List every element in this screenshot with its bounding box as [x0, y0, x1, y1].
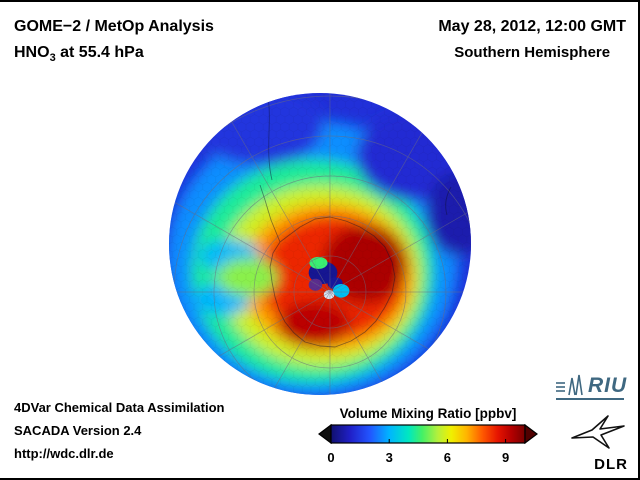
riu-logo-row: RIU — [556, 374, 628, 396]
hemisphere-map — [168, 92, 472, 396]
colorbar-tick-label: 9 — [501, 450, 510, 465]
edge-coastline — [445, 186, 452, 216]
colorbar-tick-label: 6 — [443, 450, 452, 465]
credits-block: 4DVar Chemical Data Assimilation SACADA … — [14, 396, 225, 465]
colorbar-tick-labels: 0 3 6 9 — [318, 450, 538, 466]
version-label: SACADA Version 2.4 — [14, 423, 142, 438]
dlr-logo-text: DLR — [594, 456, 628, 473]
colorbar-tick-label: 0 — [327, 450, 335, 465]
riu-logo: RIU — [556, 374, 628, 400]
dlr-logo: DLR — [566, 413, 628, 473]
colorbar-label: Volume Mixing Ratio [ppbv] — [339, 406, 517, 421]
colorbar-tick-label: 3 — [385, 450, 393, 465]
coastlines — [259, 96, 452, 348]
colorbar-gradient-bar — [318, 423, 538, 445]
south-america-coastline — [267, 96, 273, 181]
dlr-emblem-icon — [571, 415, 625, 449]
antarctica-coastline — [269, 216, 396, 348]
plot-species-level: HNO3 at 55.4 hPa — [14, 40, 214, 71]
hemisphere-label: Southern Hemisphere — [454, 44, 611, 61]
species-subscript: 3 — [49, 52, 56, 65]
website-url: http://wdc.dlr.de — [14, 446, 114, 461]
datetime-block: May 28, 2012, 12:00 GMT Southern Hemisph… — [438, 14, 626, 66]
pressure-level: at 55.4 hPa — [55, 44, 144, 61]
graticule — [169, 93, 471, 395]
riu-logo-underline — [556, 398, 624, 400]
hemisphere-map-svg — [169, 93, 471, 395]
valid-datetime: May 28, 2012, 12:00 GMT — [438, 18, 626, 35]
colorbar-under-arrow — [318, 423, 332, 445]
colorbar-over-arrow — [524, 423, 538, 445]
plot-title-block: GOME−2 / MetOp Analysis HNO3 at 55.4 hPa — [14, 14, 214, 71]
colorbar-tick-marks — [330, 439, 507, 443]
riu-logo-text: RIU — [588, 374, 628, 397]
colorbar: Volume Mixing Ratio [ppbv] 0 3 6 9 — [318, 406, 538, 466]
species-name: HNO — [14, 44, 50, 61]
colorbar-body — [330, 424, 526, 444]
hexagon-grid-texture — [169, 93, 471, 395]
assimilation-label: 4DVar Chemical Data Assimilation — [14, 400, 225, 415]
antarctic-peninsula — [259, 184, 281, 243]
plot-title: GOME−2 / MetOp Analysis — [14, 18, 214, 35]
riu-cathedral-icon — [556, 374, 583, 396]
